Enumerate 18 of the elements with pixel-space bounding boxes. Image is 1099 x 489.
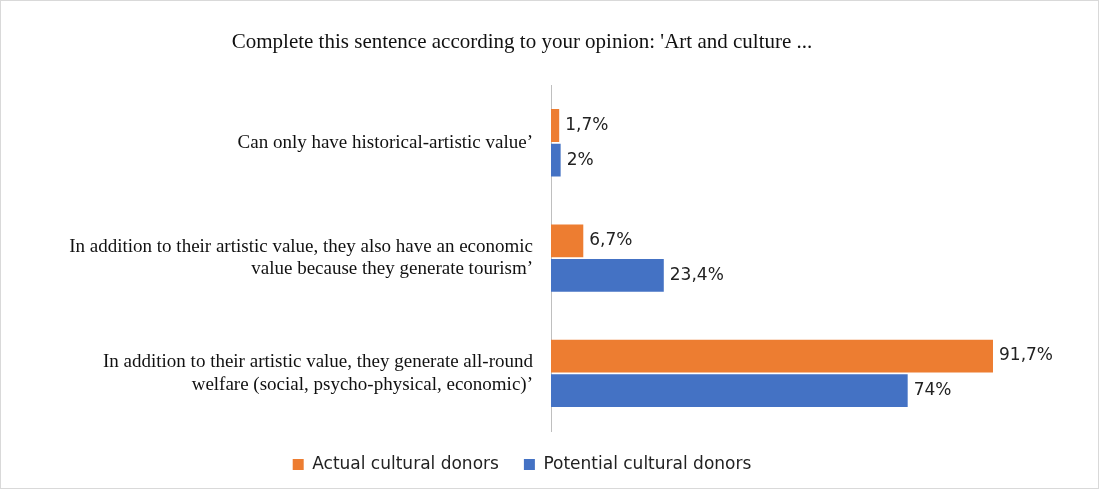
y-tick-label: Can only have historical-artistic value’ bbox=[237, 130, 533, 152]
data-label: 74% bbox=[913, 379, 952, 400]
bar bbox=[551, 109, 560, 142]
chart-title: Complete this sentence according to your opinion: 'Art and culture ... bbox=[231, 29, 813, 54]
bar bbox=[551, 374, 908, 408]
data-label: 23,4% bbox=[669, 263, 724, 284]
data-label: 2% bbox=[566, 148, 594, 169]
bar bbox=[551, 143, 561, 177]
legend-label: Actual cultural donors bbox=[312, 452, 500, 473]
data-label: 1,7% bbox=[565, 113, 609, 134]
bar bbox=[551, 224, 584, 258]
data-label: 6,7% bbox=[589, 229, 633, 250]
legend-label: Potential cultural donors bbox=[543, 452, 752, 473]
bar bbox=[551, 339, 993, 373]
bar bbox=[551, 258, 664, 292]
y-tick-label: In addition to their artistic value, they also have an economic value because they generate tourism’ bbox=[69, 234, 533, 279]
data-label: 91,7% bbox=[998, 344, 1054, 365]
y-tick-label: In addition to their artistic value, they generate all-round welfare (social, psycho-physical, economic)’ bbox=[103, 349, 534, 395]
